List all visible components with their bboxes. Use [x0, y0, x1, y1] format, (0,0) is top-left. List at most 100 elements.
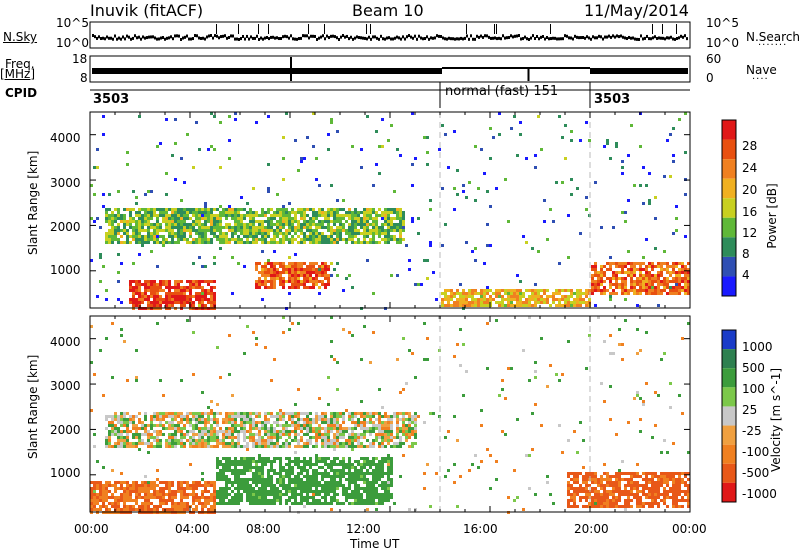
nsky-trace-seg — [98, 35, 100, 39]
power-cell — [216, 214, 219, 217]
velocity-cell — [366, 472, 369, 475]
power-cell — [525, 301, 528, 304]
freq-trace-seg — [434, 68, 436, 74]
power-cell — [342, 289, 345, 292]
velocity-cell — [117, 433, 120, 436]
nsky-trace-seg — [406, 35, 408, 39]
velocity-cell — [279, 424, 282, 427]
velocity-cell — [225, 493, 228, 496]
freq-trace-seg — [332, 68, 334, 74]
velocity-cell — [183, 502, 186, 505]
nsky-trace-seg — [236, 37, 238, 41]
power-cell — [231, 256, 234, 259]
freq-trace-seg — [250, 68, 252, 74]
velocity-cell — [156, 412, 159, 415]
velocity-cell — [174, 445, 177, 448]
power-cell — [600, 268, 603, 271]
power-cell — [159, 235, 162, 238]
velocity-cell — [234, 475, 237, 478]
velocity-cell — [213, 496, 216, 499]
velocity-cell — [186, 430, 189, 433]
nsky-trace-seg — [258, 37, 260, 41]
velocity-cell — [111, 469, 114, 472]
power-cell — [318, 214, 321, 217]
power-cell — [204, 265, 207, 268]
velocity-cell — [327, 427, 330, 430]
velocity-cell — [324, 463, 327, 466]
power-cell — [183, 232, 186, 235]
power-cell — [276, 208, 279, 211]
freq-trace-seg — [364, 68, 366, 74]
velocity-cell — [141, 439, 144, 442]
power-cell — [219, 238, 222, 241]
power-cell — [567, 214, 570, 217]
power-cell — [255, 262, 258, 265]
power-cell — [387, 229, 390, 232]
velocity-cell — [279, 472, 282, 475]
power-cell — [651, 277, 654, 280]
nsky-trace-seg — [190, 37, 192, 41]
velocity-cell — [330, 445, 333, 448]
velocity-cell — [225, 484, 228, 487]
velocity-cell — [363, 499, 366, 502]
nsky-trace-seg — [552, 36, 554, 40]
power-cell — [318, 235, 321, 238]
power-cell — [180, 226, 183, 229]
power-cell — [279, 214, 282, 217]
velocity-cell — [369, 412, 372, 415]
power-cell — [132, 289, 135, 292]
power-cell — [681, 280, 684, 283]
velocity-cell — [186, 484, 189, 487]
power-cell — [264, 265, 267, 268]
power-cell — [621, 283, 624, 286]
power-cell — [264, 214, 267, 217]
power-cell — [312, 145, 315, 148]
velocity-cell — [348, 442, 351, 445]
velocity-cell — [267, 433, 270, 436]
power-cell — [150, 232, 153, 235]
velocity-cell — [117, 430, 120, 433]
freq-trace-seg — [102, 68, 104, 74]
power-cell — [282, 280, 285, 283]
power-cell — [477, 292, 480, 295]
power-cell — [447, 298, 450, 301]
power-cell — [255, 268, 258, 271]
power-cell — [681, 289, 684, 292]
velocity-cell — [270, 460, 273, 463]
power-cell — [540, 148, 543, 151]
power-cell — [504, 298, 507, 301]
power-cell — [168, 217, 171, 220]
power-cell — [264, 235, 267, 238]
velocity-cell — [366, 496, 369, 499]
power-cell — [663, 286, 666, 289]
velocity-cell — [213, 445, 216, 448]
velocity-cell — [321, 490, 324, 493]
power-cell — [264, 262, 267, 265]
nsky-trace-seg — [564, 34, 566, 38]
nsky-spike — [496, 24, 497, 34]
freq-trace-seg — [246, 68, 248, 74]
power-cell — [498, 133, 501, 136]
velocity-cell — [294, 451, 297, 454]
nsky-trace-seg — [456, 37, 458, 41]
power-cell — [324, 235, 327, 238]
power-cell — [183, 301, 186, 304]
power-cell — [201, 298, 204, 301]
velocity-cell — [276, 493, 279, 496]
power-cell — [195, 295, 198, 298]
velocity-cell — [240, 472, 243, 475]
freq-trace-seg — [282, 68, 284, 74]
velocity-cell — [393, 502, 396, 505]
power-cell — [315, 226, 318, 229]
velocity-cell — [360, 496, 363, 499]
power-cell — [357, 238, 360, 241]
velocity-cell — [189, 421, 192, 424]
power-cell — [129, 217, 132, 220]
power-cell — [261, 271, 264, 274]
freq-trace-seg — [320, 68, 322, 74]
power-cell — [369, 211, 372, 214]
velocity-cell — [192, 484, 195, 487]
nsky-trace-seg — [272, 35, 274, 39]
velocity-cell — [315, 484, 318, 487]
velocity-cell — [303, 445, 306, 448]
